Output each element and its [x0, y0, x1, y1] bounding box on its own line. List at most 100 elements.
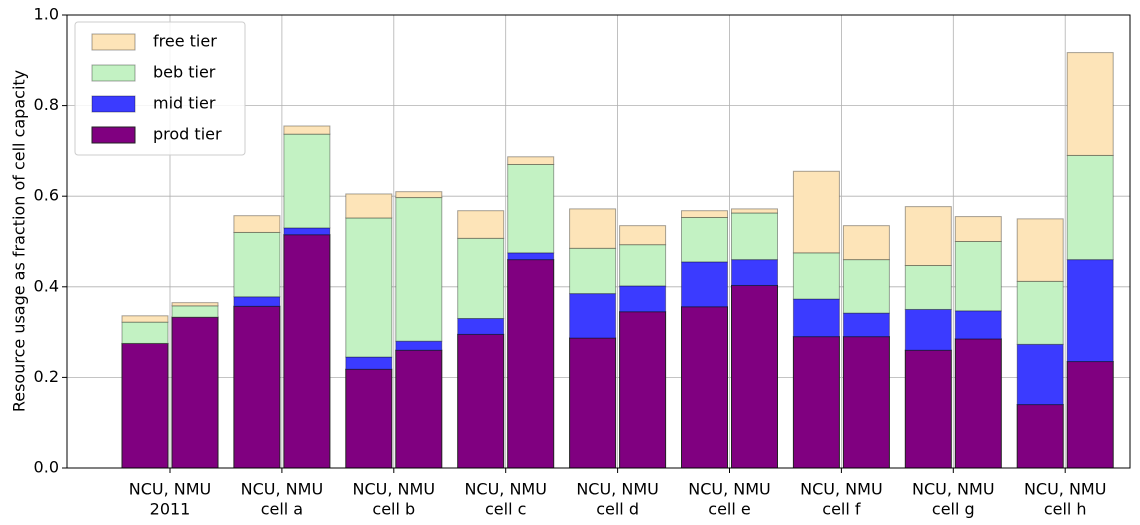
legend-label: mid tier: [153, 94, 216, 113]
bar-segment: [283, 234, 331, 469]
pair-label: NCU, NMU: [912, 480, 995, 499]
bar-segment: [171, 302, 219, 307]
bar-segment: [619, 244, 667, 287]
bar-segment: [233, 305, 281, 469]
bar-segment: [233, 231, 281, 298]
bar-segment: [842, 259, 890, 314]
x-tick-label: cell b: [372, 500, 415, 519]
y-tick-label: 0.8: [34, 95, 59, 114]
bar-segment: [619, 311, 667, 469]
pair-label: NCU, NMU: [688, 480, 771, 499]
bar-segment: [457, 333, 505, 469]
bar-segment: [171, 305, 219, 318]
bar-segment: [569, 247, 617, 295]
bar-segment: [792, 252, 840, 300]
bar-segment: [457, 210, 505, 239]
pair-label: NCU, NMU: [241, 480, 324, 499]
bar-segment: [954, 338, 1002, 469]
bar-segment: [842, 312, 890, 338]
bar-segment: [283, 133, 331, 229]
bar-segment: [395, 349, 443, 469]
legend-box: [74, 21, 246, 156]
bar-segment: [1066, 259, 1114, 363]
bar-segment: [904, 308, 952, 351]
bar-segment: [121, 342, 169, 469]
pair-label: NCU, NMU: [129, 480, 212, 499]
legend-swatch: [91, 64, 136, 82]
bar-segment: [569, 293, 617, 339]
bar-segment: [457, 318, 505, 335]
bar-segment: [954, 310, 1002, 340]
pair-label: NCU, NMU: [576, 480, 659, 499]
bar-segment: [507, 156, 555, 165]
y-tick-label: 0.0: [34, 458, 59, 477]
x-tick-label: cell a: [261, 500, 303, 519]
x-tick-label: cell d: [596, 500, 639, 519]
bar-segment: [395, 197, 443, 342]
legend: free tier beb tier mid tier prod tier: [74, 21, 246, 156]
bar-segment: [457, 237, 505, 320]
pair-label: NCU, NMU: [800, 480, 883, 499]
pair-label: NCU, NMU: [353, 480, 436, 499]
bar-segment: [395, 191, 443, 199]
bar-segment: [792, 298, 840, 338]
x-tick-label: 2011: [150, 500, 191, 519]
bar-segment: [1066, 52, 1114, 156]
plot-frame: [66, 14, 1131, 469]
bar-segment: [681, 216, 728, 263]
bar-segment: [619, 285, 667, 313]
bar-segment: [1066, 154, 1114, 261]
x-tick-label: cell e: [708, 500, 750, 519]
bar-segment: [1066, 361, 1114, 469]
legend-label: free tier: [153, 32, 217, 51]
bar-segment: [345, 217, 393, 358]
legend-swatch: [91, 95, 136, 113]
legend-label: beb tier: [153, 63, 216, 82]
bar-segment: [171, 316, 219, 469]
bar-segment: [507, 259, 555, 469]
bar-segment: [792, 170, 840, 254]
bar-segment: [1016, 404, 1064, 469]
bar-segment: [681, 261, 728, 308]
bar-segment: [121, 315, 169, 323]
bar-segment: [842, 225, 890, 261]
legend-swatch: [91, 126, 136, 144]
bar-segment: [731, 284, 778, 469]
bar-segment: [681, 210, 728, 218]
bar-segment: [345, 193, 393, 219]
bar-segment: [283, 125, 331, 135]
bar-segment: [395, 340, 443, 351]
bar-segment: [569, 337, 617, 469]
bar-segment: [904, 265, 952, 310]
y-tick-label: 0.6: [34, 186, 59, 205]
legend-swatch: [91, 33, 136, 51]
y-axis-label: Resource usage as fraction of cell capac…: [10, 70, 29, 412]
bar-segment: [507, 252, 555, 261]
x-tick-label: cell f: [822, 500, 861, 519]
bar-segment: [954, 241, 1002, 312]
legend-label: prod tier: [153, 125, 222, 144]
bar-segment: [681, 306, 728, 469]
bar-segment: [1016, 343, 1064, 406]
bar-segment: [233, 296, 281, 307]
bar-segment: [842, 336, 890, 469]
bar-segment: [345, 356, 393, 370]
bar-segment: [731, 259, 778, 286]
y-tick-label: 0.2: [34, 367, 59, 386]
bar-segment: [731, 208, 778, 214]
bar-segment: [569, 208, 617, 249]
bar-segment: [1016, 280, 1064, 345]
bar-segment: [345, 368, 393, 469]
x-tick-label: cell c: [485, 500, 526, 519]
bar-segment: [233, 215, 281, 233]
bar-segment: [792, 336, 840, 469]
bar-segment: [507, 163, 555, 254]
y-tick-label: 1.0: [34, 5, 59, 24]
bar-segment: [954, 216, 1002, 243]
y-tick-label: 0.4: [34, 276, 59, 295]
bar-segment: [121, 321, 169, 344]
x-tick-label: cell h: [1044, 500, 1087, 519]
bar-segment: [904, 206, 952, 267]
pair-label: NCU, NMU: [464, 480, 547, 499]
